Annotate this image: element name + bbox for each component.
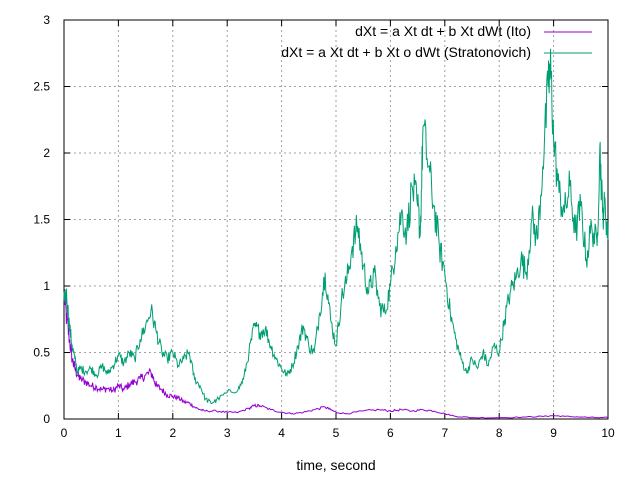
y-tick-label: 1	[43, 279, 50, 293]
y-tick-label: 2.5	[33, 80, 50, 94]
series-line-ito	[63, 291, 609, 419]
x-tick-label: 6	[387, 426, 394, 440]
x-tick-label: 8	[496, 426, 503, 440]
y-tick-label: 1.5	[33, 213, 50, 227]
series-line-stratonovich	[63, 48, 609, 405]
y-tick-label: 0	[43, 412, 50, 426]
x-axis-title: time, second	[296, 457, 375, 473]
x-tick-label: 4	[278, 426, 285, 440]
legend: dXt = a Xt dt + b Xt dWt (Ito) dXt = a X…	[281, 23, 592, 60]
tick-layer: 0 1 2 3 4 5 6 7 8 9 10 0 0.5 1 1.5 2 2.5 3	[33, 13, 615, 440]
x-tick-label: 7	[441, 426, 448, 440]
x-tick-label: 3	[224, 426, 231, 440]
grid-layer	[64, 20, 608, 419]
x-tick-label: 0	[61, 426, 68, 440]
y-tick-label: 2	[43, 146, 50, 160]
y-tick-label: 3	[43, 13, 50, 27]
x-tick-label: 1	[115, 426, 122, 440]
x-tick-label: 10	[601, 426, 615, 440]
legend-label-stratonovich: dXt = a Xt dt + b Xt o dWt (Stratonovich…	[281, 44, 531, 60]
series-layer	[63, 48, 609, 419]
x-tick-label: 5	[333, 426, 340, 440]
legend-label-ito: dXt = a Xt dt + b Xt dWt (Ito)	[355, 23, 531, 39]
x-tick-label: 2	[169, 426, 176, 440]
y-tick-label: 0.5	[33, 346, 50, 360]
x-tick-label: 9	[550, 426, 557, 440]
